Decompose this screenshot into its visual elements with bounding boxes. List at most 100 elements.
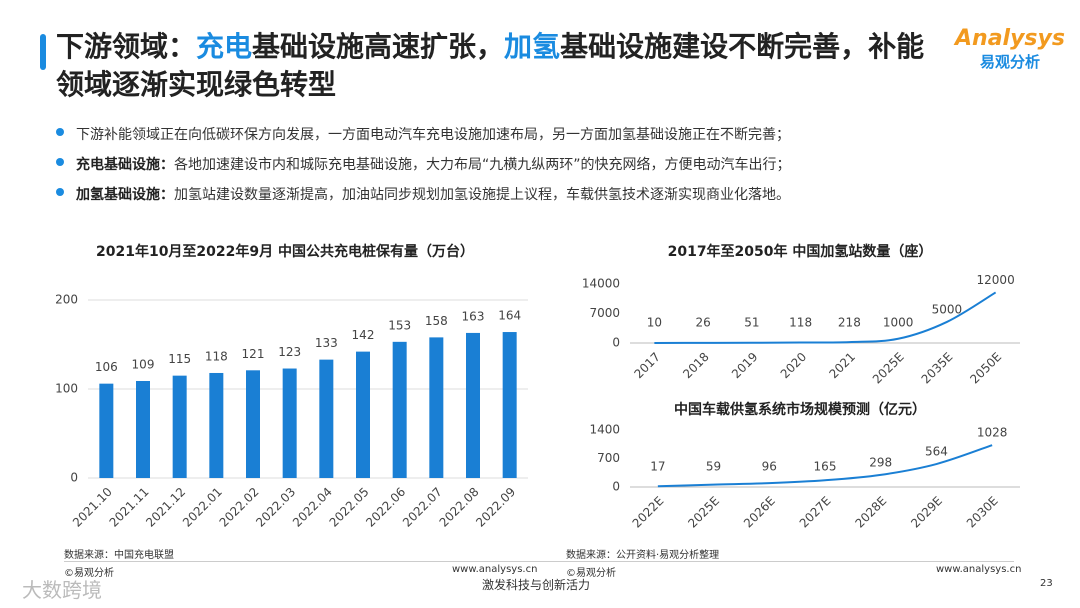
- title-part: 基础设施建设不断完善，补能领域逐渐实现绿色转型: [56, 30, 925, 101]
- x-tick-label: 2029E: [908, 494, 945, 531]
- value-label: 51: [744, 316, 759, 330]
- x-tick-label: 2021.11: [107, 485, 152, 530]
- bullet: 充电基础设施：各地加速建设市内和城际充电基础设施，大力布局“九横九纵两环”的快充…: [76, 154, 791, 174]
- value-label: 59: [706, 460, 721, 474]
- x-tick-label: 2017: [631, 350, 662, 381]
- page-number: 23: [1040, 578, 1053, 589]
- bullet-text: 各地加速建设市内和城际充电基础设施，大力布局“九横九纵两环”的快充网络，方便电动…: [174, 157, 791, 173]
- x-tick-label: 2025E: [685, 494, 722, 531]
- value-label: 164: [498, 309, 521, 323]
- bar: [172, 375, 187, 478]
- value-label: 121: [242, 347, 265, 361]
- bullet-dot: [56, 128, 64, 136]
- watermark: 大数跨境: [22, 578, 102, 602]
- x-tick-label: 2022.08: [437, 485, 482, 530]
- value-label: 115: [168, 352, 191, 366]
- chart-title: 2017年至2050年 中国加氢站数量（座）: [668, 243, 933, 260]
- bullet-label: 充电基础设施：: [76, 157, 174, 173]
- x-tick-label: 2027E: [797, 494, 834, 531]
- value-label: 153: [388, 318, 411, 332]
- value-label: 118: [205, 349, 228, 363]
- y-tick-label: 700: [597, 451, 620, 465]
- x-tick-label: 2022.07: [400, 485, 445, 530]
- logo: Analysys 易观分析: [955, 26, 1065, 72]
- x-tick-label: 2028E: [852, 494, 889, 531]
- x-tick-label: 2022.03: [253, 485, 298, 530]
- bar: [246, 370, 260, 478]
- logo-name: 易观分析: [979, 53, 1040, 71]
- y-tick-label: 100: [55, 382, 78, 396]
- footer-copyright: ©易观分析: [64, 568, 114, 579]
- value-label: 118: [789, 316, 812, 330]
- bar: [209, 372, 224, 478]
- bar: [282, 368, 297, 478]
- bar: [502, 332, 517, 478]
- bar: [429, 337, 444, 478]
- y-tick-label: 0: [70, 471, 78, 485]
- x-tick-label: 2022.09: [473, 485, 518, 530]
- bullet: 加氢基础设施：加氢站建设数量逐渐提高，加油站同步规划加氢设施提上议程，车载供氢技…: [76, 184, 790, 204]
- bullet-text: 加氢站建设数量逐渐提高，加油站同步规划加氢设施提上议程，车载供氢技术逐渐实现商业…: [174, 187, 790, 203]
- x-tick-label: 2020: [778, 350, 809, 381]
- bar: [136, 380, 150, 478]
- title-part: 下游领域：: [56, 30, 197, 63]
- value-label: 158: [425, 314, 448, 328]
- value-label: 165: [814, 460, 837, 474]
- value-label: 1028: [977, 426, 1008, 440]
- x-tick-label: 2030E: [964, 494, 1001, 531]
- value-label: 17: [650, 460, 665, 474]
- y-tick-label: 200: [55, 293, 78, 307]
- bar: [99, 383, 114, 478]
- x-tick-label: 2035E: [919, 350, 956, 387]
- x-tick-label: 2022.02: [217, 485, 262, 530]
- x-tick-label: 2025E: [870, 350, 907, 387]
- x-tick-label: 2022.05: [327, 485, 372, 530]
- x-tick-label: 2022.06: [363, 485, 408, 530]
- y-tick-label: 7000: [589, 306, 620, 320]
- value-label: 106: [95, 360, 118, 374]
- chart-title: 2021年10月至2022年9月 中国公共充电桩保有量（万台）: [96, 243, 474, 260]
- value-label: 5000: [932, 302, 963, 316]
- value-label: 298: [869, 455, 892, 469]
- x-tick-label: 2021: [826, 350, 857, 381]
- title-highlight: 加氢: [504, 30, 561, 63]
- y-tick-label: 0: [612, 336, 620, 350]
- title-highlight: 充电: [196, 30, 253, 63]
- value-label: 109: [132, 357, 155, 371]
- line: [657, 444, 993, 488]
- footer-slogan: 激发科技与创新活力: [482, 578, 591, 592]
- value-label: 142: [352, 328, 375, 342]
- value-label: 564: [925, 445, 948, 459]
- slide-title: 下游领域：充电基础设施高速扩张，加氢基础设施建设不断完善，补能领域逐渐实现绿色转…: [56, 28, 936, 104]
- bar: [319, 359, 334, 478]
- logo-brand: Analysys: [955, 26, 1065, 51]
- bullet: 下游补能领域正在向低碳环保方向发展，一方面电动汽车充电设施加速布局，另一方面加氢…: [76, 124, 790, 144]
- source: 数据来源：中国充电联盟: [64, 550, 174, 561]
- line: [654, 291, 997, 344]
- x-tick-label: 2022.04: [290, 485, 335, 530]
- value-label: 26: [695, 316, 710, 330]
- footer-site: www.analysys.cn: [452, 564, 538, 575]
- x-tick-label: 2019: [729, 350, 760, 381]
- value-label: 218: [838, 316, 861, 330]
- x-tick-label: 2022E: [630, 494, 667, 531]
- value-label: 96: [762, 460, 777, 474]
- value-label: 10: [647, 316, 662, 330]
- y-tick-label: 0: [612, 480, 620, 494]
- bar: [356, 351, 370, 478]
- source: 数据来源：公开资料·易观分析整理: [566, 550, 720, 561]
- chart-title: 中国车载供氢系统市场规模预测（亿元）: [674, 401, 926, 418]
- x-tick-label: 2050E: [967, 350, 1004, 387]
- bar: [466, 332, 480, 478]
- x-tick-label: 2021.12: [143, 485, 188, 530]
- bullet-dot: [56, 158, 64, 166]
- title-part: 基础设施高速扩张，: [252, 30, 505, 63]
- value-label: 12000: [977, 273, 1015, 287]
- footer-copyright: ©易观分析: [566, 568, 616, 579]
- x-tick-label: 2021.10: [70, 485, 115, 530]
- y-tick-label: 1400: [589, 423, 620, 437]
- value-label: 1000: [883, 316, 914, 330]
- value-label: 163: [462, 309, 485, 323]
